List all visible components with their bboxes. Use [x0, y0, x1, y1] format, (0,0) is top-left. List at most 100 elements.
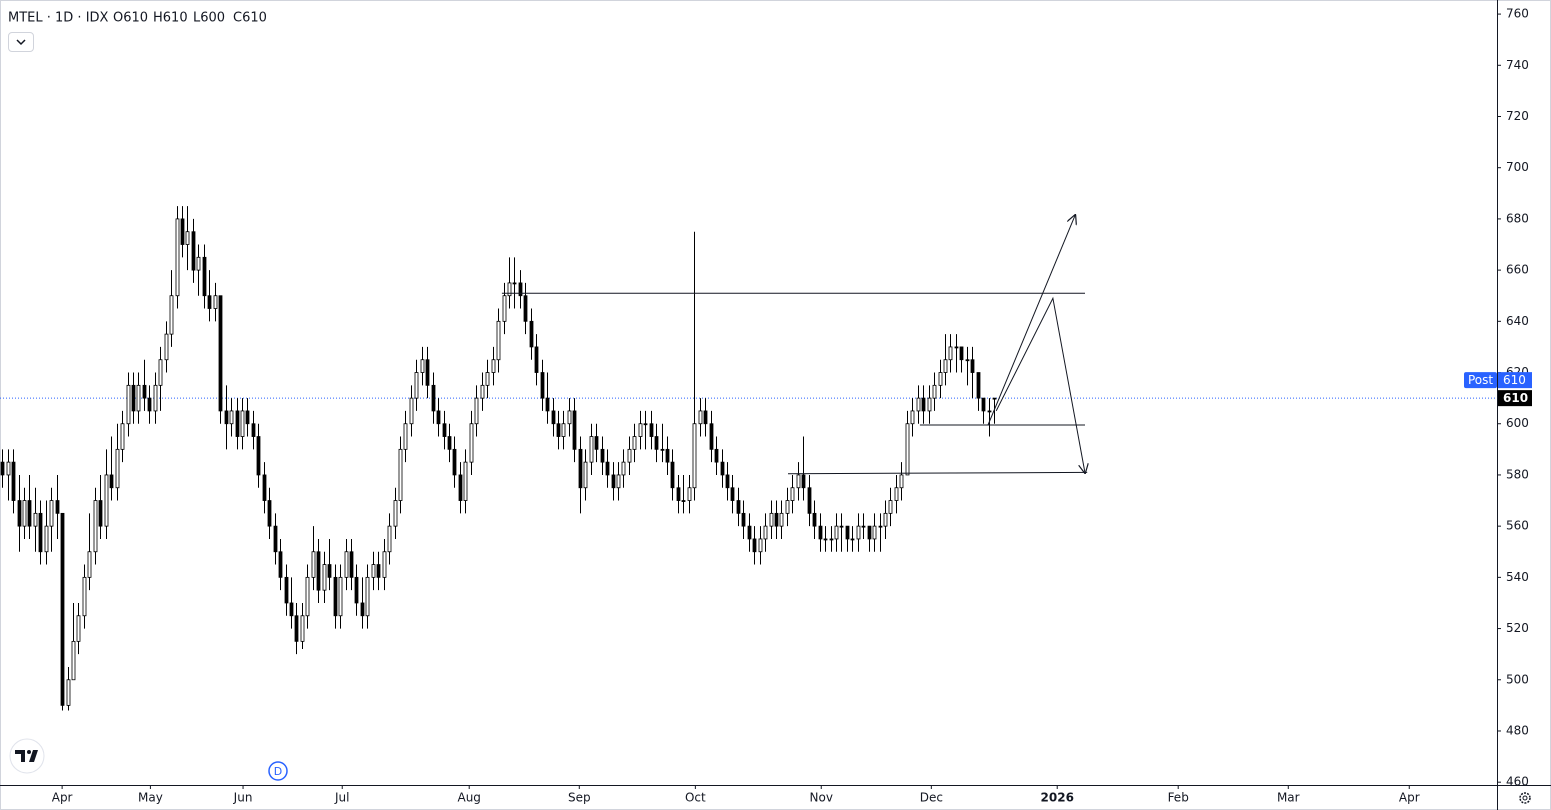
- candle-body: [344, 551, 349, 578]
- candle-body: [93, 500, 98, 553]
- candle-body: [44, 525, 49, 553]
- candle-body: [567, 410, 572, 425]
- candle-body: [316, 551, 321, 591]
- candle-body: [382, 551, 387, 578]
- candle-body: [436, 410, 441, 425]
- ohlc-value: O610: [113, 11, 148, 26]
- candle-body: [600, 448, 605, 463]
- candle-body: [469, 423, 474, 463]
- candle-body: [104, 474, 109, 527]
- y-tick-label: 500: [1506, 672, 1529, 686]
- candle-body: [981, 397, 986, 412]
- candle-body: [774, 512, 779, 527]
- trend-line: [787, 471, 1088, 475]
- candle-body: [818, 525, 823, 540]
- candle-body: [82, 576, 87, 617]
- candle-body: [545, 397, 550, 412]
- candle-body: [273, 525, 278, 553]
- candle-body: [512, 282, 517, 285]
- candle-body: [447, 436, 452, 450]
- candle-body: [120, 423, 125, 450]
- candle-body: [55, 500, 60, 514]
- candle-body: [943, 359, 948, 373]
- candle-body: [491, 359, 496, 373]
- candle-body: [60, 512, 65, 706]
- candle-body: [169, 295, 174, 335]
- candle-body: [398, 448, 403, 501]
- candle-body: [33, 512, 38, 527]
- candle-body: [431, 384, 436, 412]
- event-marker[interactable]: [268, 761, 288, 781]
- candle-body: [0, 461, 5, 476]
- candle-body: [725, 474, 730, 489]
- candle-body: [213, 295, 218, 309]
- candle-body: [850, 538, 855, 541]
- candle-body: [289, 602, 294, 617]
- x-tick-label: Mar: [1277, 791, 1300, 805]
- candle-body: [938, 372, 943, 386]
- candle-body: [676, 487, 681, 501]
- candle-body: [496, 320, 501, 361]
- candle-body: [333, 576, 338, 617]
- candle-body: [910, 410, 915, 425]
- candle-body: [409, 397, 414, 425]
- candle-body: [420, 359, 425, 373]
- candle-body: [27, 500, 32, 527]
- candle-body: [305, 576, 310, 617]
- candle-body: [649, 423, 654, 437]
- candle-body: [556, 423, 561, 437]
- candle-body: [131, 384, 136, 412]
- candle-body: [452, 448, 457, 476]
- candle-body: [224, 410, 229, 425]
- candle-body: [284, 576, 289, 604]
- last-price-box: [1498, 390, 1532, 407]
- candle-body: [954, 346, 959, 349]
- x-tick-label: Apr: [1399, 791, 1420, 805]
- candle-body: [349, 551, 354, 578]
- candle-body: [643, 423, 648, 426]
- y-tick-label: 660: [1506, 263, 1529, 277]
- y-tick-label: 760: [1506, 7, 1529, 21]
- settings-icon[interactable]: [1519, 792, 1531, 804]
- candle-body: [529, 320, 534, 348]
- x-tick-label: Feb: [1168, 791, 1189, 805]
- candle-body: [458, 474, 463, 501]
- y-tick-label: 460: [1506, 775, 1529, 789]
- tv-logo: [9, 738, 45, 774]
- candle-body: [752, 538, 757, 553]
- candle-body: [49, 500, 54, 527]
- candle-body: [518, 282, 523, 297]
- candle-body: [856, 525, 861, 540]
- candle-body: [932, 384, 937, 399]
- y-tick-label: 520: [1506, 621, 1529, 635]
- candle-body: [970, 359, 975, 373]
- y-tick-label: 560: [1506, 519, 1529, 533]
- candle-body: [714, 448, 719, 463]
- candle-body: [235, 410, 240, 437]
- candle-body: [11, 461, 16, 501]
- candle-body: [665, 448, 670, 463]
- candle-body: [812, 512, 817, 527]
- ohlc-value: C610: [233, 11, 267, 26]
- event-marker-label: D: [274, 765, 282, 778]
- candle-body: [670, 461, 675, 489]
- candle-body: [142, 384, 147, 399]
- candle-body: [202, 256, 207, 297]
- candle-body: [829, 538, 834, 541]
- candle-body: [115, 448, 120, 489]
- candle-body: [507, 282, 512, 297]
- y-tick-label: 640: [1506, 314, 1529, 328]
- candle-body: [126, 384, 131, 425]
- candle-body: [245, 410, 250, 425]
- candle-body: [632, 436, 637, 450]
- candle-body: [894, 487, 899, 501]
- candle-body: [540, 372, 545, 399]
- collapse-button[interactable]: [8, 32, 34, 52]
- y-tick-label: 480: [1506, 723, 1529, 737]
- candle-body: [22, 500, 27, 527]
- candle-body: [583, 461, 588, 489]
- candle-body: [185, 231, 190, 245]
- candle-body: [888, 500, 893, 514]
- candle-body: [621, 461, 626, 476]
